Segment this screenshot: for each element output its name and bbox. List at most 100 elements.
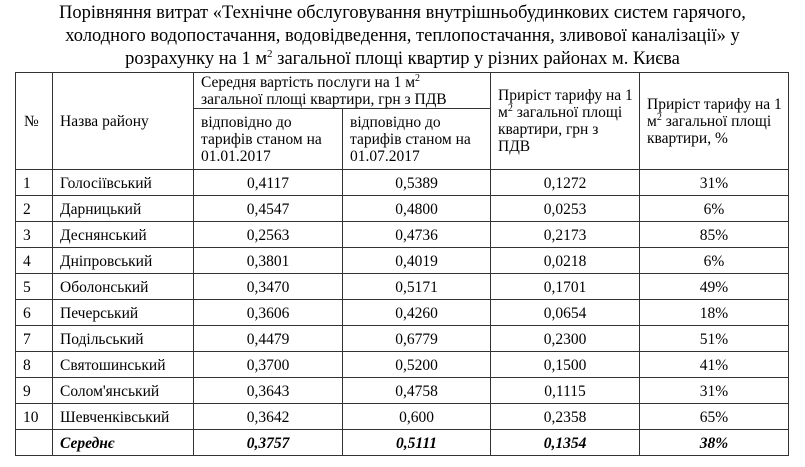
cell-tariff-jan: 0,3642 [193,403,343,430]
title-line-2: холодного водопостачання, водовідведення… [65,26,740,46]
cell-number: 3 [15,221,53,248]
cell-tariff-jul: 0,4736 [341,221,492,248]
header-avg-cost: Середня вартість послуги на 1 м2 загальн… [192,72,492,109]
table-row: 1 Голосіївський 0,4117 0,5389 0,1272 31% [15,169,790,196]
header-tariff-2017-07: відповідно до тарифів станом на 01.07.20… [341,108,492,170]
cell-district: Дніпровський [52,247,194,274]
cell-district: Печерський [52,299,194,326]
cell-tariff-jan: 0,2563 [193,221,343,248]
table-row: 3 Деснянський 0,2563 0,4736 0,2173 85% [15,221,790,248]
cell-district: Дарницький [52,195,194,222]
title-line-3-text: розрахунку на 1 м [125,49,268,69]
table-row: 4 Дніпровський 0,3801 0,4019 0,0218 6% [15,247,790,274]
cell-tariff-jul: 0,5111 [341,429,492,456]
superscript: 2 [656,111,662,123]
cell-district: Святошинський [52,351,194,378]
cell-growth-pct: 6% [639,195,790,222]
cell-growth-uah: 0,1115 [490,377,641,404]
cell-number: 9 [15,377,53,404]
table-row: 8 Святошинський 0,3700 0,5200 0,1500 41% [15,351,790,378]
cell-tariff-jul: 0,600 [341,403,492,430]
cell-tariff-jan: 0,4117 [193,169,343,196]
table-row: 6 Печерський 0,3606 0,4260 0,0654 18% [15,299,790,326]
title-line-1: Порівняння витрат «Технічне обслуговуван… [59,3,746,23]
header-row-sub: відповідно до тарифів станом на 01.01.20… [16,108,789,170]
cell-number: 1 [15,169,53,196]
cell-district: Голосіївський [52,169,194,196]
cell-growth-uah: 0,2358 [490,403,641,430]
cell-growth-uah: 0,0253 [490,195,641,222]
cell-growth-pct: 18% [639,299,790,326]
cell-growth-uah: 0,2300 [490,325,641,352]
cell-growth-uah: 0,2173 [490,221,641,248]
cell-number: 6 [15,299,53,326]
header-row-top: № Назва району Середня вартість послуги … [15,72,790,170]
header-growth-uah: Приріст тарифу на 1 м2 загальної площі к… [490,72,641,170]
cell-district: Подільський [52,325,194,352]
cell-growth-pct: 6% [639,247,790,274]
header-growth-pct-text: Приріст тарифу на 1 м [647,95,782,130]
table-body: 1 Голосіївський 0,4117 0,5389 0,1272 31%… [15,169,790,456]
header-tariff-2017-01: відповідно до тарифів станом на 01.01.20… [193,108,343,170]
cell-growth-pct: 41% [639,351,790,378]
cell-tariff-jan: 0,3700 [193,351,343,378]
header-growth-pct-text-end: загальної площі квартири, % [647,112,772,147]
cell-growth-pct: 51% [639,325,790,352]
table-row-average: Середнє 0,3757 0,5111 0,1354 38% [15,429,790,456]
cell-growth-uah: 0,1354 [490,429,641,456]
document-title: Порівняння витрат «Технічне обслуговуван… [0,2,805,71]
header-growth-uah-text-end: загальної площі квартири, грн з ПДВ [498,104,623,155]
header-district: Назва району [52,72,194,170]
cell-growth-pct: 31% [639,169,790,196]
district-tariff-table: № Назва району Середня вартість послуги … [15,72,790,456]
table-row: 2 Дарницький 0,4547 0,4800 0,0253 6% [15,195,790,222]
cell-tariff-jul: 0,6779 [341,325,492,352]
cell-tariff-jan: 0,4547 [193,195,343,222]
cell-number: 2 [15,195,53,222]
table-row: 9 Солом'янський 0,3643 0,4758 0,1115 31% [15,377,790,404]
superscript: 2 [507,103,513,114]
cell-tariff-jul: 0,5171 [341,273,492,300]
cell-district: Шевченківський [52,403,194,430]
cell-tariff-jan: 0,3470 [193,273,343,300]
cell-tariff-jul: 0,5200 [341,351,492,378]
cell-district: Солом'янський [52,377,194,404]
cell-tariff-jul: 0,4758 [341,377,492,404]
cell-tariff-jul: 0,5389 [341,169,492,196]
cell-number: 5 [15,273,53,300]
cell-number: 8 [15,351,53,378]
cell-district: Оболонський [52,273,194,300]
header-avg-cost-text-end: загальної площі квартири, грн з ПДВ [201,91,447,108]
header-growth-pct: Приріст тарифу на 1 м2 загальної площі к… [639,72,790,170]
cell-tariff-jan: 0,3606 [193,299,343,326]
cell-number: 4 [15,247,53,274]
header-avg-cost-text: Середня вартість послуги на 1 м [201,74,416,91]
cell-tariff-jul: 0,4260 [341,299,492,326]
title-line-3: розрахунку на 1 м2 загальної площі кварт… [0,48,805,71]
title-line-3-text-end: загальної площі квартир у різних районах… [272,49,680,69]
cell-growth-pct: 65% [639,403,790,430]
cell-tariff-jul: 0,4800 [341,195,492,222]
superscript: 2 [267,48,273,60]
cell-growth-uah: 0,1500 [490,351,641,378]
cell-growth-pct: 49% [639,273,790,300]
cell-tariff-jan: 0,3757 [193,429,343,456]
table-row: 7 Подільський 0,4479 0,6779 0,2300 51% [15,325,790,352]
cell-tariff-jan: 0,4479 [193,325,343,352]
cell-tariff-jan: 0,3643 [193,377,343,404]
cell-growth-uah: 0,1701 [490,273,641,300]
cell-growth-uah: 0,1272 [490,169,641,196]
cell-number: 7 [15,325,53,352]
cell-number [15,429,53,456]
table-row: 10 Шевченківський 0,3642 0,600 0,2358 65… [15,403,790,430]
cell-growth-pct: 31% [639,377,790,404]
header-number: № [15,72,53,170]
header-growth-uah-text: Приріст тарифу на 1 м [498,87,633,121]
cell-growth-uah: 0,0654 [490,299,641,326]
cell-number: 10 [15,403,53,430]
cell-district: Середнє [52,429,194,456]
cell-tariff-jul: 0,4019 [341,247,492,274]
cell-growth-pct: 85% [639,221,790,248]
cell-district: Деснянський [52,221,194,248]
cell-tariff-jan: 0,3801 [193,247,343,274]
